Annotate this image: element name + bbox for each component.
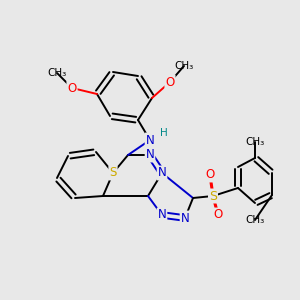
Text: O: O [68,82,76,94]
Text: CH₃: CH₃ [245,137,265,147]
Text: N: N [158,167,166,179]
Text: S: S [209,190,217,202]
Text: N: N [146,134,154,146]
Text: O: O [165,76,175,88]
Text: O: O [206,169,214,182]
Text: CH₃: CH₃ [174,61,194,71]
Text: N: N [146,148,154,161]
Text: H: H [160,128,168,138]
Text: CH₃: CH₃ [245,215,265,225]
Text: CH₃: CH₃ [47,68,67,78]
Text: S: S [109,167,117,179]
Text: O: O [213,208,223,221]
Text: N: N [181,212,189,224]
Text: N: N [158,208,166,221]
